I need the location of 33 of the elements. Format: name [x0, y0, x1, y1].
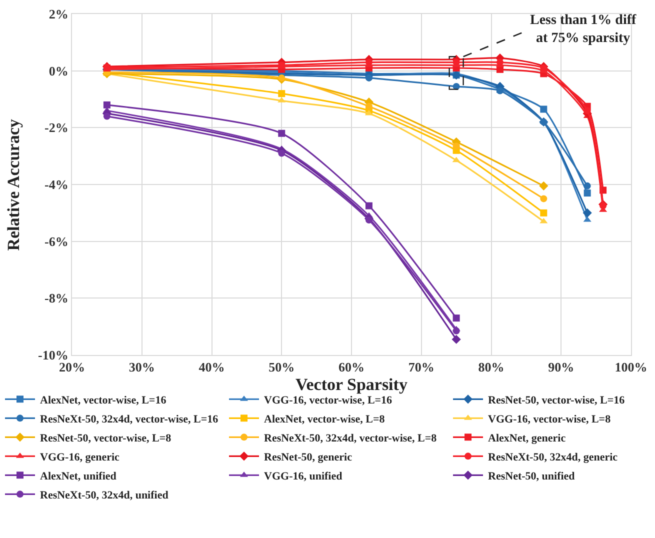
legend-label: AlexNet, unified [40, 470, 116, 482]
x-axis-title: Vector Sparsity [296, 375, 408, 394]
y-tick-label: -2% [44, 120, 68, 136]
y-axis-title: Relative Accuracy [4, 118, 23, 251]
y-tick-label: -4% [44, 177, 68, 192]
legend-label: VGG-16, vector-wise, L=16 [264, 394, 393, 406]
x-tick-label: 60% [338, 360, 364, 375]
legend-label: ResNeXt-50, 32x4d, unified [40, 489, 168, 502]
legend-label: ResNeXt-50, 32x4d, vector-wise, L=16 [40, 413, 219, 426]
x-tick-label: 30% [128, 360, 155, 375]
y-tick-label: 0% [48, 63, 68, 78]
legend-label: AlexNet, vector-wise, L=8 [264, 413, 386, 426]
legend-label: ResNet-50, vector-wise, L=16 [488, 394, 626, 406]
legend-label: ResNeXt-50, 32x4d, generic [488, 451, 618, 464]
x-tick-label: 100% [614, 360, 648, 375]
x-tick-label: 70% [408, 360, 434, 375]
x-tick-label: 40% [198, 360, 225, 375]
legend-label: ResNet-50, vector-wise, L=8 [40, 432, 172, 444]
x-tick-label: 80% [478, 360, 504, 375]
y-tick-label: 2% [48, 6, 68, 22]
legend-label: VGG-16, vector-wise, L=8 [488, 413, 612, 426]
legend-label: ResNet-50, unified [488, 470, 575, 482]
legend-label: AlexNet, generic [488, 432, 566, 444]
annotation: Less than 1% diff at 75% sparsity [530, 13, 637, 46]
y-tick-label: -8% [44, 290, 68, 306]
legend-label: VGG-16, generic [40, 451, 120, 464]
x-tick-label: 90% [548, 360, 574, 375]
legend-label: ResNeXt-50, 32x4d, vector-wise, L=8 [264, 432, 438, 444]
y-tick-label: -6% [44, 234, 68, 249]
legend-label: VGG-16, unified [264, 470, 342, 482]
legend-label: ResNet-50, generic [264, 451, 352, 464]
legend-label: AlexNet, vector-wise, L=16 [40, 394, 167, 406]
x-tick-label: 50% [268, 360, 295, 375]
